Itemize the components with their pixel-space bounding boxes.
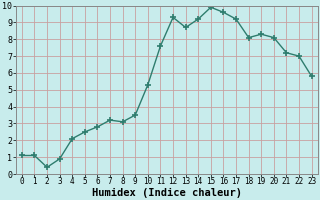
X-axis label: Humidex (Indice chaleur): Humidex (Indice chaleur)	[92, 188, 242, 198]
